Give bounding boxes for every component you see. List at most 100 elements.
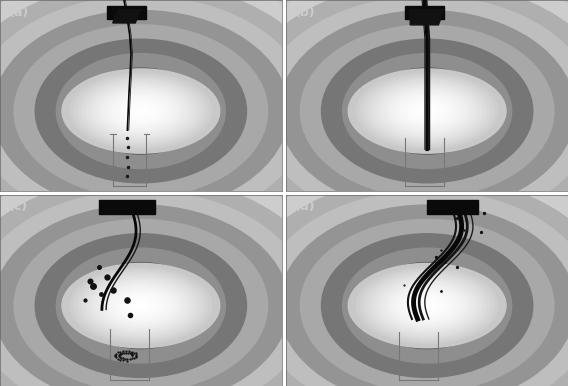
Ellipse shape [0,0,352,255]
Ellipse shape [117,293,165,318]
Ellipse shape [300,25,554,197]
Ellipse shape [376,84,478,139]
Text: (d): (d) [295,200,315,213]
Ellipse shape [62,264,220,348]
Ellipse shape [411,297,443,314]
Ellipse shape [403,98,451,124]
Ellipse shape [368,80,486,143]
Ellipse shape [129,299,153,312]
Polygon shape [99,200,155,214]
Ellipse shape [35,39,247,183]
Polygon shape [107,6,147,19]
Ellipse shape [364,68,491,154]
Ellipse shape [258,0,568,226]
Ellipse shape [403,293,451,318]
Ellipse shape [380,86,474,136]
Ellipse shape [392,287,462,325]
Ellipse shape [0,162,352,386]
Ellipse shape [70,267,212,344]
Ellipse shape [195,0,568,269]
Ellipse shape [121,295,161,316]
Ellipse shape [90,84,192,139]
Ellipse shape [106,287,176,325]
Ellipse shape [216,162,568,386]
Ellipse shape [392,92,462,130]
Ellipse shape [395,289,459,322]
Ellipse shape [0,105,437,386]
Ellipse shape [415,299,439,312]
Ellipse shape [360,270,494,341]
Ellipse shape [0,191,310,386]
Ellipse shape [372,81,482,141]
Ellipse shape [258,191,568,386]
Ellipse shape [364,272,490,339]
Ellipse shape [35,234,247,378]
Text: (b): (b) [295,6,315,19]
Ellipse shape [407,295,447,316]
Ellipse shape [279,205,568,386]
Ellipse shape [0,147,373,386]
Ellipse shape [419,107,435,115]
Ellipse shape [384,88,470,134]
Ellipse shape [237,0,568,240]
Ellipse shape [321,234,533,378]
Ellipse shape [279,10,568,212]
Ellipse shape [423,303,431,308]
Ellipse shape [121,100,161,122]
Ellipse shape [399,291,455,320]
Ellipse shape [120,291,162,320]
Ellipse shape [352,71,502,151]
Ellipse shape [99,277,183,334]
Ellipse shape [66,266,216,345]
Ellipse shape [133,107,149,115]
Ellipse shape [14,25,268,197]
Ellipse shape [113,291,169,320]
Ellipse shape [86,276,196,335]
Ellipse shape [131,0,568,312]
Ellipse shape [356,267,498,344]
Ellipse shape [415,105,439,117]
Polygon shape [404,6,444,19]
Polygon shape [410,10,444,25]
Ellipse shape [388,284,466,327]
Ellipse shape [78,272,204,339]
Ellipse shape [94,280,188,331]
Ellipse shape [343,54,512,168]
Ellipse shape [407,100,447,122]
Polygon shape [112,10,141,23]
Ellipse shape [360,75,494,147]
Ellipse shape [385,82,469,140]
Ellipse shape [174,133,568,386]
Ellipse shape [82,80,200,143]
Ellipse shape [352,266,502,345]
Ellipse shape [364,77,490,145]
Ellipse shape [174,0,568,283]
Ellipse shape [86,81,196,141]
Ellipse shape [77,68,204,154]
Ellipse shape [133,301,149,310]
Ellipse shape [0,119,416,386]
Ellipse shape [152,119,568,386]
Ellipse shape [364,262,491,349]
Ellipse shape [74,75,208,147]
Ellipse shape [321,39,533,183]
Ellipse shape [66,71,216,151]
Ellipse shape [406,96,448,125]
Ellipse shape [419,301,435,310]
Ellipse shape [70,73,212,149]
Ellipse shape [0,0,416,298]
Ellipse shape [56,54,225,168]
Text: (c): (c) [9,200,28,213]
Ellipse shape [78,77,204,145]
Ellipse shape [109,94,173,128]
Ellipse shape [348,264,506,348]
Polygon shape [427,200,478,214]
Ellipse shape [399,96,455,126]
Ellipse shape [385,277,469,334]
Ellipse shape [129,105,153,117]
Ellipse shape [152,0,568,298]
Ellipse shape [237,176,568,386]
Ellipse shape [368,274,486,337]
Ellipse shape [113,96,169,126]
Ellipse shape [195,147,568,386]
